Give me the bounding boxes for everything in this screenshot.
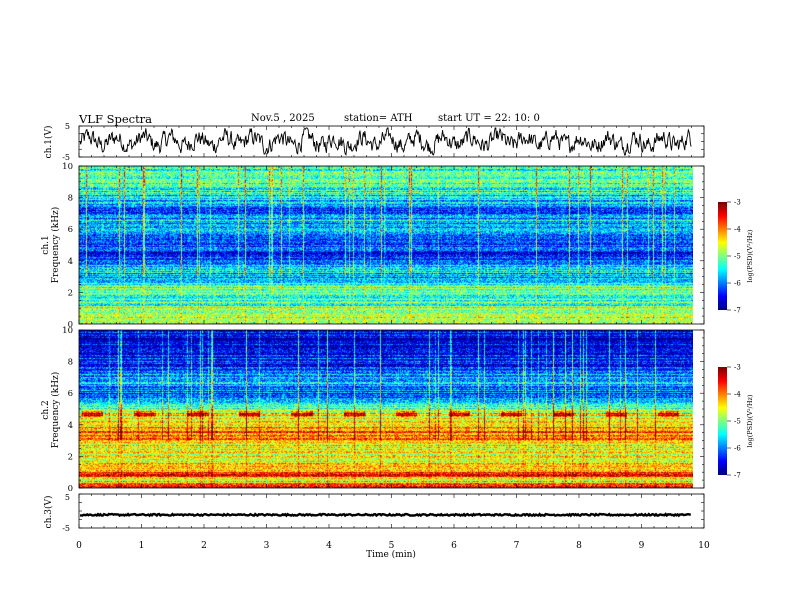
freq-tick-label: 8 (68, 358, 73, 368)
time-ticks (78, 125, 705, 529)
ch1-ytick-bottom: -5 (62, 153, 70, 162)
freq-tick-label: 6 (68, 389, 73, 399)
colorbar-tick-label: -7 (734, 307, 741, 315)
time-tick-label: 5 (389, 541, 395, 551)
ch2-spectrogram-panel: 0 2 4 6 8 10 ch.2 Frequency (kHz) (41, 326, 705, 494)
ch2-freq-ticks: 0 2 4 6 8 10 (62, 326, 704, 494)
freq-tick-label: 8 (68, 194, 73, 204)
freq-tick-label: 6 (68, 225, 73, 235)
ch1-ytick-top: 5 (65, 122, 70, 131)
ch1-colorbar-ticks: -3 -4 -5 -6 -7 (727, 199, 741, 315)
ch1-spectrogram-panel: 0 2 4 6 8 10 ch.1 Frequency (kHz) (41, 162, 705, 330)
ch2-colorbar-ticks: -3 -4 -5 -6 -7 (727, 364, 741, 480)
freq-tick-label: 0 (68, 320, 73, 330)
ch3-ytick-top: 5 (65, 493, 70, 502)
ch3-ylabel: ch.3(V) (43, 496, 54, 529)
freq-tick-label: 10 (62, 326, 73, 336)
ch2-spec-ylabel-bottom: Frequency (kHz) (50, 372, 61, 449)
freq-tick-label: 4 (68, 257, 73, 267)
time-tick-label: 6 (451, 541, 457, 551)
ch3-waveform-panel: 5 -5 ch.3(V) (43, 493, 705, 533)
time-tick-label: 8 (576, 541, 582, 551)
time-tick-label: 3 (264, 541, 270, 551)
ch3-ytick-bottom: -5 (62, 524, 70, 533)
station-label: station= ATH (344, 113, 413, 124)
ch3-waveform-frame (78, 493, 705, 529)
ch1-waveform-panel: 5 -5 ch.1(V) (43, 122, 705, 162)
colorbar-tick-label: -3 (734, 364, 741, 372)
ch2-colorbar: -3 -4 -5 -6 -7 log(PSD)(V²/Hz) (718, 364, 754, 480)
colorbar-tick-label: -4 (734, 391, 741, 399)
freq-tick-label: 2 (68, 288, 73, 298)
ch3-waveform-line (80, 512, 691, 518)
ch1-colorbar: -3 -4 -5 -6 -7 log(PSD)(V²/Hz) (718, 199, 754, 315)
freq-tick-label: 4 (68, 421, 73, 431)
time-tick-label: 2 (201, 541, 207, 551)
colorbar-tick-label: -6 (734, 280, 741, 288)
figure-title: VLF Spectra (79, 112, 153, 126)
time-tick-label: 9 (639, 541, 645, 551)
ch2-spec-ylabel-top: ch.2 (41, 400, 51, 419)
ch2-colorbar-gradient (718, 367, 727, 475)
time-tick-label: 1 (139, 541, 145, 551)
ch1-ylabel: ch.1(V) (43, 126, 54, 159)
colorbar-tick-label: -5 (734, 253, 741, 261)
colorbar-tick-label: -4 (734, 226, 741, 234)
time-tick-labels: 0 1 2 3 4 5 6 7 8 9 10 (76, 541, 710, 551)
time-tick-label: 10 (698, 541, 710, 551)
date-label: Nov.5 , 2025 (251, 113, 315, 124)
freq-tick-label: 10 (62, 162, 73, 172)
ch2-colorbar-label: log(PSD)(V²/Hz) (746, 394, 754, 447)
ch2-spectrogram-image (79, 330, 693, 488)
colorbar-tick-label: -6 (734, 445, 741, 453)
time-tick-label: 7 (514, 541, 520, 551)
freq-tick-label: 2 (68, 452, 73, 462)
colorbar-tick-label: -3 (734, 199, 741, 207)
x-axis-label: Time (min) (366, 549, 416, 560)
ch1-colorbar-gradient (718, 202, 727, 310)
freq-tick-label: 0 (68, 484, 73, 494)
colorbar-tick-label: -7 (734, 472, 741, 480)
ch1-waveform-line (79, 127, 692, 156)
ch1-spec-ylabel-top: ch.1 (41, 235, 51, 254)
colorbar-tick-label: -5 (734, 418, 741, 426)
ch1-freq-ticks: 0 2 4 6 8 10 (62, 162, 704, 330)
start-ut-label: start UT = 22: 10: 0 (438, 113, 540, 124)
ch1-spec-ylabel-bottom: Frequency (kHz) (50, 207, 61, 284)
time-tick-label: 4 (326, 541, 332, 551)
ch1-spectrogram-image (79, 166, 693, 324)
ch1-colorbar-label: log(PSD)(V²/Hz) (746, 229, 754, 282)
time-tick-label: 0 (76, 541, 82, 551)
